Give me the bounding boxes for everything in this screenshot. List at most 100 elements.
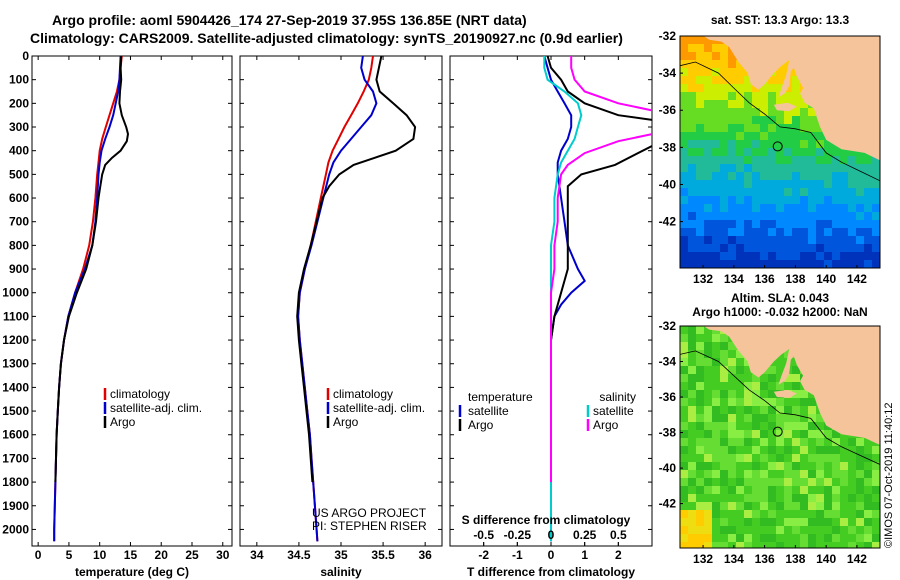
map-cell	[696, 366, 704, 374]
map-cell	[704, 422, 712, 430]
map-cell	[696, 526, 704, 534]
map-cell	[680, 518, 688, 526]
map-cell	[728, 478, 736, 486]
map-cell	[696, 52, 704, 60]
map-cell	[680, 494, 688, 502]
map-cell	[832, 188, 840, 196]
map-cell	[848, 212, 856, 220]
map-cell	[808, 462, 816, 470]
map-cell	[816, 470, 824, 478]
map-cell	[752, 132, 760, 140]
map-cell	[872, 542, 880, 548]
map-cell	[744, 204, 752, 212]
map-cell	[688, 196, 696, 204]
x-tick-label: 1	[581, 548, 588, 562]
map-cell	[824, 454, 832, 462]
map-cell	[744, 260, 752, 268]
x-tick-label: 5	[66, 548, 73, 562]
map-cell	[776, 454, 784, 462]
map-cell	[840, 180, 848, 188]
map-cell	[736, 132, 744, 140]
map-cell	[712, 390, 720, 398]
land-mass	[680, 36, 880, 161]
map-cell	[800, 100, 808, 108]
map-cell	[832, 478, 840, 486]
map-cell	[832, 204, 840, 212]
map-cell	[760, 124, 768, 132]
map-cell	[696, 44, 704, 52]
map-cell	[776, 478, 784, 486]
map-cell	[736, 454, 744, 462]
map-cell	[736, 220, 744, 228]
x-axis-label: salinity	[320, 565, 362, 579]
map-cell	[752, 172, 760, 180]
y-tick-label: 2000	[2, 522, 29, 536]
map-cell	[792, 100, 800, 108]
map-cell	[808, 510, 816, 518]
map-cell	[680, 244, 688, 252]
map-cell	[872, 220, 880, 228]
map-cell	[792, 84, 800, 92]
map-cell	[720, 196, 728, 204]
map-cell	[832, 438, 840, 446]
map-cell	[704, 60, 712, 68]
map-cell	[752, 100, 760, 108]
map-cell	[800, 236, 808, 244]
map-cell	[856, 478, 864, 486]
map-cell	[752, 406, 760, 414]
map-cell	[760, 462, 768, 470]
map-sla: 132 134 136 138 140 142 -32 -34 -36 -38 -40 -42 Alti…	[659, 291, 881, 566]
map-cell	[728, 342, 736, 350]
map-cell	[704, 486, 712, 494]
map-cell	[832, 244, 840, 252]
x-tick-label: 25	[185, 548, 199, 562]
map-cell	[720, 350, 728, 358]
map-cell	[776, 180, 784, 188]
map-cell	[760, 220, 768, 228]
map-cell	[800, 422, 808, 430]
map-cell	[712, 156, 720, 164]
map-cell	[720, 180, 728, 188]
map-cell	[768, 478, 776, 486]
map-cell	[808, 180, 816, 188]
map-cell	[704, 358, 712, 366]
salinity-diff-label: S difference from climatology	[462, 513, 631, 527]
map-cell	[840, 172, 848, 180]
map-cell	[760, 430, 768, 438]
map-cell	[816, 252, 824, 260]
map-cell	[736, 92, 744, 100]
map-cell	[728, 430, 736, 438]
map-cell	[688, 172, 696, 180]
map-cell	[688, 36, 696, 44]
map-cell	[824, 148, 832, 156]
map-cell	[768, 390, 776, 398]
map-cell	[696, 542, 704, 548]
map-cell	[776, 374, 784, 382]
map-cell	[744, 366, 752, 374]
map-cell	[744, 422, 752, 430]
map-cell	[688, 326, 696, 334]
map-cell	[704, 236, 712, 244]
map-cell	[808, 470, 816, 478]
map-cell	[760, 188, 768, 196]
map-cell	[712, 494, 720, 502]
map-cell	[736, 124, 744, 132]
map-cell	[728, 526, 736, 534]
map-cell	[712, 454, 720, 462]
map-cell	[736, 172, 744, 180]
map-cell	[688, 116, 696, 124]
map-cell	[840, 502, 848, 510]
map-cell	[768, 220, 776, 228]
map-cell	[824, 220, 832, 228]
map-cell	[736, 60, 744, 68]
map-cell	[744, 172, 752, 180]
map-cell	[840, 526, 848, 534]
map-cell	[720, 398, 728, 406]
map-cell	[688, 526, 696, 534]
map-cell	[808, 220, 816, 228]
map-cell	[712, 252, 720, 260]
map-cell	[832, 446, 840, 454]
map-cell	[744, 510, 752, 518]
map-cell	[760, 438, 768, 446]
map-cell	[792, 398, 800, 406]
